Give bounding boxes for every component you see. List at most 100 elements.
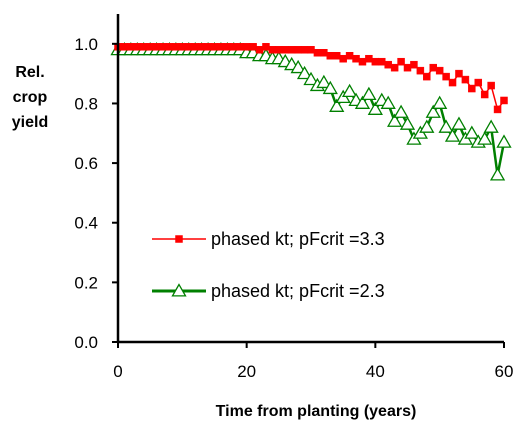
series-1-point — [358, 57, 367, 66]
series-1-point — [204, 43, 212, 51]
series-2-point — [354, 95, 371, 109]
series-1-point — [487, 81, 495, 90]
series-1-point — [332, 51, 341, 60]
y-axis-title: Rel. — [15, 64, 44, 81]
series-1-point — [435, 66, 444, 75]
legend-item-1: phased kt; pFcrit =3.3 — [152, 229, 385, 249]
series-1-point — [416, 66, 425, 75]
series-1-point — [493, 105, 502, 114]
y-axis-title: crop — [13, 89, 48, 106]
series-1-point — [120, 43, 129, 51]
x-tick-label: 40 — [366, 362, 385, 381]
series-1-point — [242, 43, 251, 51]
series-1-point — [397, 57, 405, 66]
series-2-point — [399, 116, 416, 130]
series-2-point — [419, 119, 435, 133]
series-2 — [110, 41, 512, 181]
y-tick-label: 1.0 — [74, 35, 98, 54]
series-2-point — [322, 80, 338, 95]
legend-label: phased kt; pFcrit =3.3 — [211, 229, 385, 249]
legend-item-2: phased kt; pFcrit =2.3 — [152, 281, 385, 301]
series-2-point — [367, 101, 383, 115]
series-1-point — [403, 63, 412, 72]
x-tick-label: 60 — [495, 362, 513, 381]
legend-marker — [175, 235, 183, 243]
y-tick-label: 0.4 — [74, 214, 98, 233]
axes-layer: 0.0 0.2 0.4 0.6 0.8 1.0 0 20 40 60 Time from plant… — [12, 14, 513, 420]
series-1-point — [139, 43, 148, 51]
series-1-point — [442, 72, 450, 81]
series-1-point — [378, 57, 386, 66]
series-1-point — [275, 46, 283, 54]
series-1-point — [281, 46, 290, 54]
series-1-point — [461, 75, 470, 84]
series-1-point — [217, 43, 225, 51]
series-1-point — [230, 43, 238, 51]
series-1-point — [262, 43, 270, 51]
series-1-point — [468, 84, 476, 93]
series-1-point — [191, 43, 199, 51]
series-1-point — [345, 51, 354, 60]
series-1 — [114, 43, 508, 114]
x-axis-title: Time from planting (years) — [216, 403, 417, 420]
y-tick-label: 0.8 — [74, 94, 98, 113]
y-tick-label: 0.2 — [74, 273, 98, 292]
series-1-point — [384, 60, 392, 69]
series-1-point — [371, 57, 380, 66]
series-2-point — [489, 167, 506, 181]
series-2-point — [464, 125, 480, 139]
x-tick-label: 0 — [113, 362, 122, 381]
series-2-point — [496, 134, 512, 148]
series-2-point — [483, 119, 499, 133]
series-1-point — [197, 43, 206, 51]
series-2-point — [290, 59, 306, 74]
series-1-point — [326, 51, 335, 60]
series-1-point — [423, 72, 431, 81]
legend-label: phased kt; pFcrit =2.3 — [211, 281, 385, 301]
series-1-point — [480, 90, 489, 99]
series-1-point — [249, 43, 257, 51]
series-layer — [110, 41, 512, 181]
series-2-point — [451, 116, 467, 130]
series-1-point — [352, 54, 360, 63]
series-1-point — [223, 43, 232, 51]
series-1-point — [455, 69, 463, 78]
series-1-point — [294, 46, 302, 54]
y-axis-title: yield — [12, 114, 48, 131]
series-1-point — [410, 60, 418, 69]
series-2-point — [393, 104, 409, 118]
series-1-point — [165, 43, 174, 51]
series-2-point — [329, 98, 345, 112]
series-2-point — [432, 95, 448, 109]
series-1-point — [429, 63, 437, 72]
series-1-point — [236, 43, 244, 51]
series-1-point — [127, 43, 135, 51]
series-2-point — [341, 83, 358, 98]
series-1-point — [339, 54, 347, 63]
series-1-point — [287, 46, 296, 54]
series-2-point — [303, 71, 319, 86]
y-tick-label: 0.6 — [74, 154, 98, 173]
series-2-line — [118, 48, 506, 177]
series-1-point — [320, 49, 328, 57]
series-1-point — [152, 43, 161, 51]
series-1-point — [146, 43, 154, 51]
series-2-point — [361, 86, 377, 101]
series-1-point — [500, 96, 508, 105]
series-2-point — [387, 113, 403, 127]
series-1-point — [448, 78, 457, 87]
series-2-point — [296, 65, 313, 80]
legend: phased kt; pFcrit =3.3 phased kt; pFcrit … — [152, 229, 385, 301]
series-1-point — [390, 63, 399, 72]
x-tick-label: 20 — [237, 362, 256, 381]
series-1-point — [307, 46, 315, 54]
series-1-point — [255, 46, 264, 54]
series-2-point — [438, 119, 454, 133]
series-1-point — [133, 43, 142, 51]
legend-marker — [171, 283, 187, 297]
series-1-point — [300, 46, 309, 54]
series-2-point — [316, 74, 332, 89]
series-1-point — [210, 43, 219, 51]
series-2-point — [444, 128, 461, 142]
